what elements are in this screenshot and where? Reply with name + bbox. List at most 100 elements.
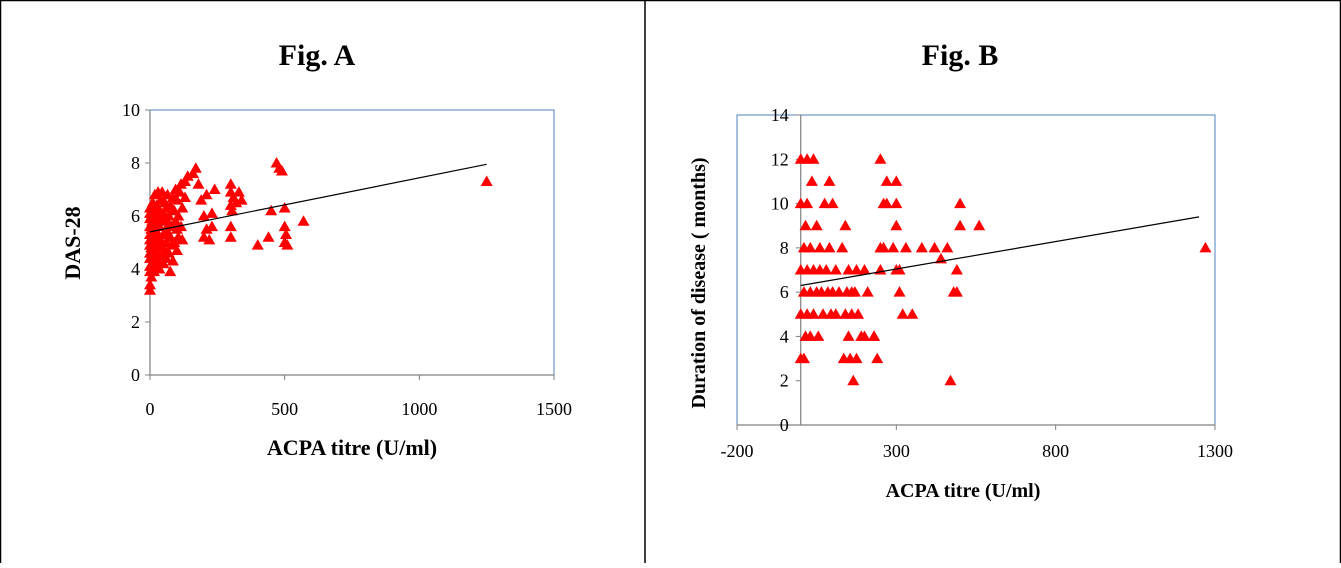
data-point: [176, 233, 189, 245]
data-point: [893, 264, 906, 275]
x-tick-label: -200: [721, 441, 754, 461]
data-point: [224, 199, 237, 210]
x-tick-label: 1000: [401, 399, 437, 419]
data-point: [954, 219, 967, 231]
data-point: [893, 286, 906, 297]
data-point: [839, 219, 852, 231]
y-tick-label: 10: [122, 100, 140, 120]
figure-a-title: Fig. A: [279, 39, 356, 72]
data-point: [848, 286, 861, 297]
data-point: [810, 219, 823, 231]
data-point: [297, 215, 310, 226]
data-point: [801, 197, 814, 209]
y-tick-label: 6: [131, 206, 140, 226]
data-point: [804, 330, 817, 341]
data-point: [278, 220, 291, 232]
data-point: [852, 308, 865, 319]
data-point: [169, 215, 182, 226]
data-point: [871, 352, 884, 364]
data-point: [170, 194, 183, 205]
data-point: [235, 194, 248, 205]
data-point: [173, 186, 186, 197]
data-point: [805, 175, 818, 186]
data-point: [179, 175, 192, 187]
data-point: [181, 170, 194, 181]
data-point: [168, 236, 181, 247]
data-point: [950, 264, 963, 275]
x-tick-label: 500: [271, 399, 298, 419]
y-tick-label: 2: [780, 371, 789, 391]
data-point: [850, 352, 863, 364]
data-point: [858, 330, 871, 341]
data-point: [829, 264, 842, 275]
data-point: [262, 231, 275, 242]
y-tick-label: 0: [780, 415, 789, 435]
data-point: [915, 241, 928, 253]
data-point: [176, 202, 189, 213]
data-point: [941, 241, 954, 253]
figure-b-title: Fig. B: [922, 39, 999, 72]
data-point: [265, 204, 278, 216]
y-axis-label-a: DAS-28: [60, 206, 85, 279]
data-point: [858, 264, 871, 275]
data-point: [954, 197, 967, 209]
data-point: [205, 207, 218, 218]
data-point: [804, 241, 817, 253]
data-point: [950, 286, 963, 297]
x-tick-label: 0: [146, 399, 155, 419]
y-tick-label: 4: [780, 326, 789, 346]
data-point: [861, 286, 874, 297]
trendline-b: [800, 216, 1200, 287]
data-point: [157, 257, 170, 269]
data-point: [823, 175, 836, 186]
data-point: [818, 197, 831, 209]
data-point: [197, 210, 210, 221]
data-point: [880, 175, 893, 186]
data-point: [868, 330, 881, 341]
data-point: [230, 196, 243, 208]
data-point: [890, 175, 903, 186]
y-tick-label: 10: [771, 194, 789, 214]
data-point: [281, 239, 294, 250]
y-tick-label: 14: [771, 105, 789, 125]
data-point: [812, 330, 825, 341]
data-point: [200, 188, 213, 200]
data-point: [195, 194, 208, 205]
x-tick-label: 300: [883, 441, 910, 461]
data-point: [153, 220, 166, 232]
data-point: [170, 244, 183, 255]
x-axis-label-b: ACPA titre (U/ml): [886, 480, 1041, 502]
trendline-a: [149, 163, 487, 233]
data-point: [162, 247, 175, 258]
data-point: [817, 308, 830, 319]
chart-b: Fig. B 0 2 4 6 8 10 12 14 -200 300 800 1300 ACPA ti…: [688, 39, 1233, 502]
data-point: [160, 252, 173, 263]
data-point: [807, 153, 820, 164]
data-point: [820, 264, 833, 275]
data-point: [832, 286, 845, 297]
data-point: [144, 284, 156, 295]
data-point: [164, 265, 177, 277]
data-point: [278, 202, 291, 213]
data-point: [797, 352, 810, 364]
x-axis-label-a: ACPA titre (U/ml): [267, 435, 437, 460]
x-tick-label: 800: [1042, 441, 1069, 461]
data-point: [836, 241, 849, 253]
data-point: [906, 308, 919, 319]
data-point: [205, 220, 218, 232]
data-point: [850, 264, 863, 275]
data-point: [847, 374, 860, 386]
data-point: [203, 233, 216, 245]
data-point: [813, 241, 826, 253]
data-point: [148, 265, 161, 277]
data-point: [144, 278, 156, 290]
data-point: [145, 270, 158, 282]
data-point: [890, 197, 903, 209]
data-point: [189, 162, 202, 173]
data-point: [874, 153, 887, 164]
y-tick-label: 4: [131, 259, 140, 279]
data-point: [166, 255, 179, 266]
data-point: [224, 220, 237, 232]
data-point: [899, 241, 912, 253]
data-point: [799, 219, 812, 231]
